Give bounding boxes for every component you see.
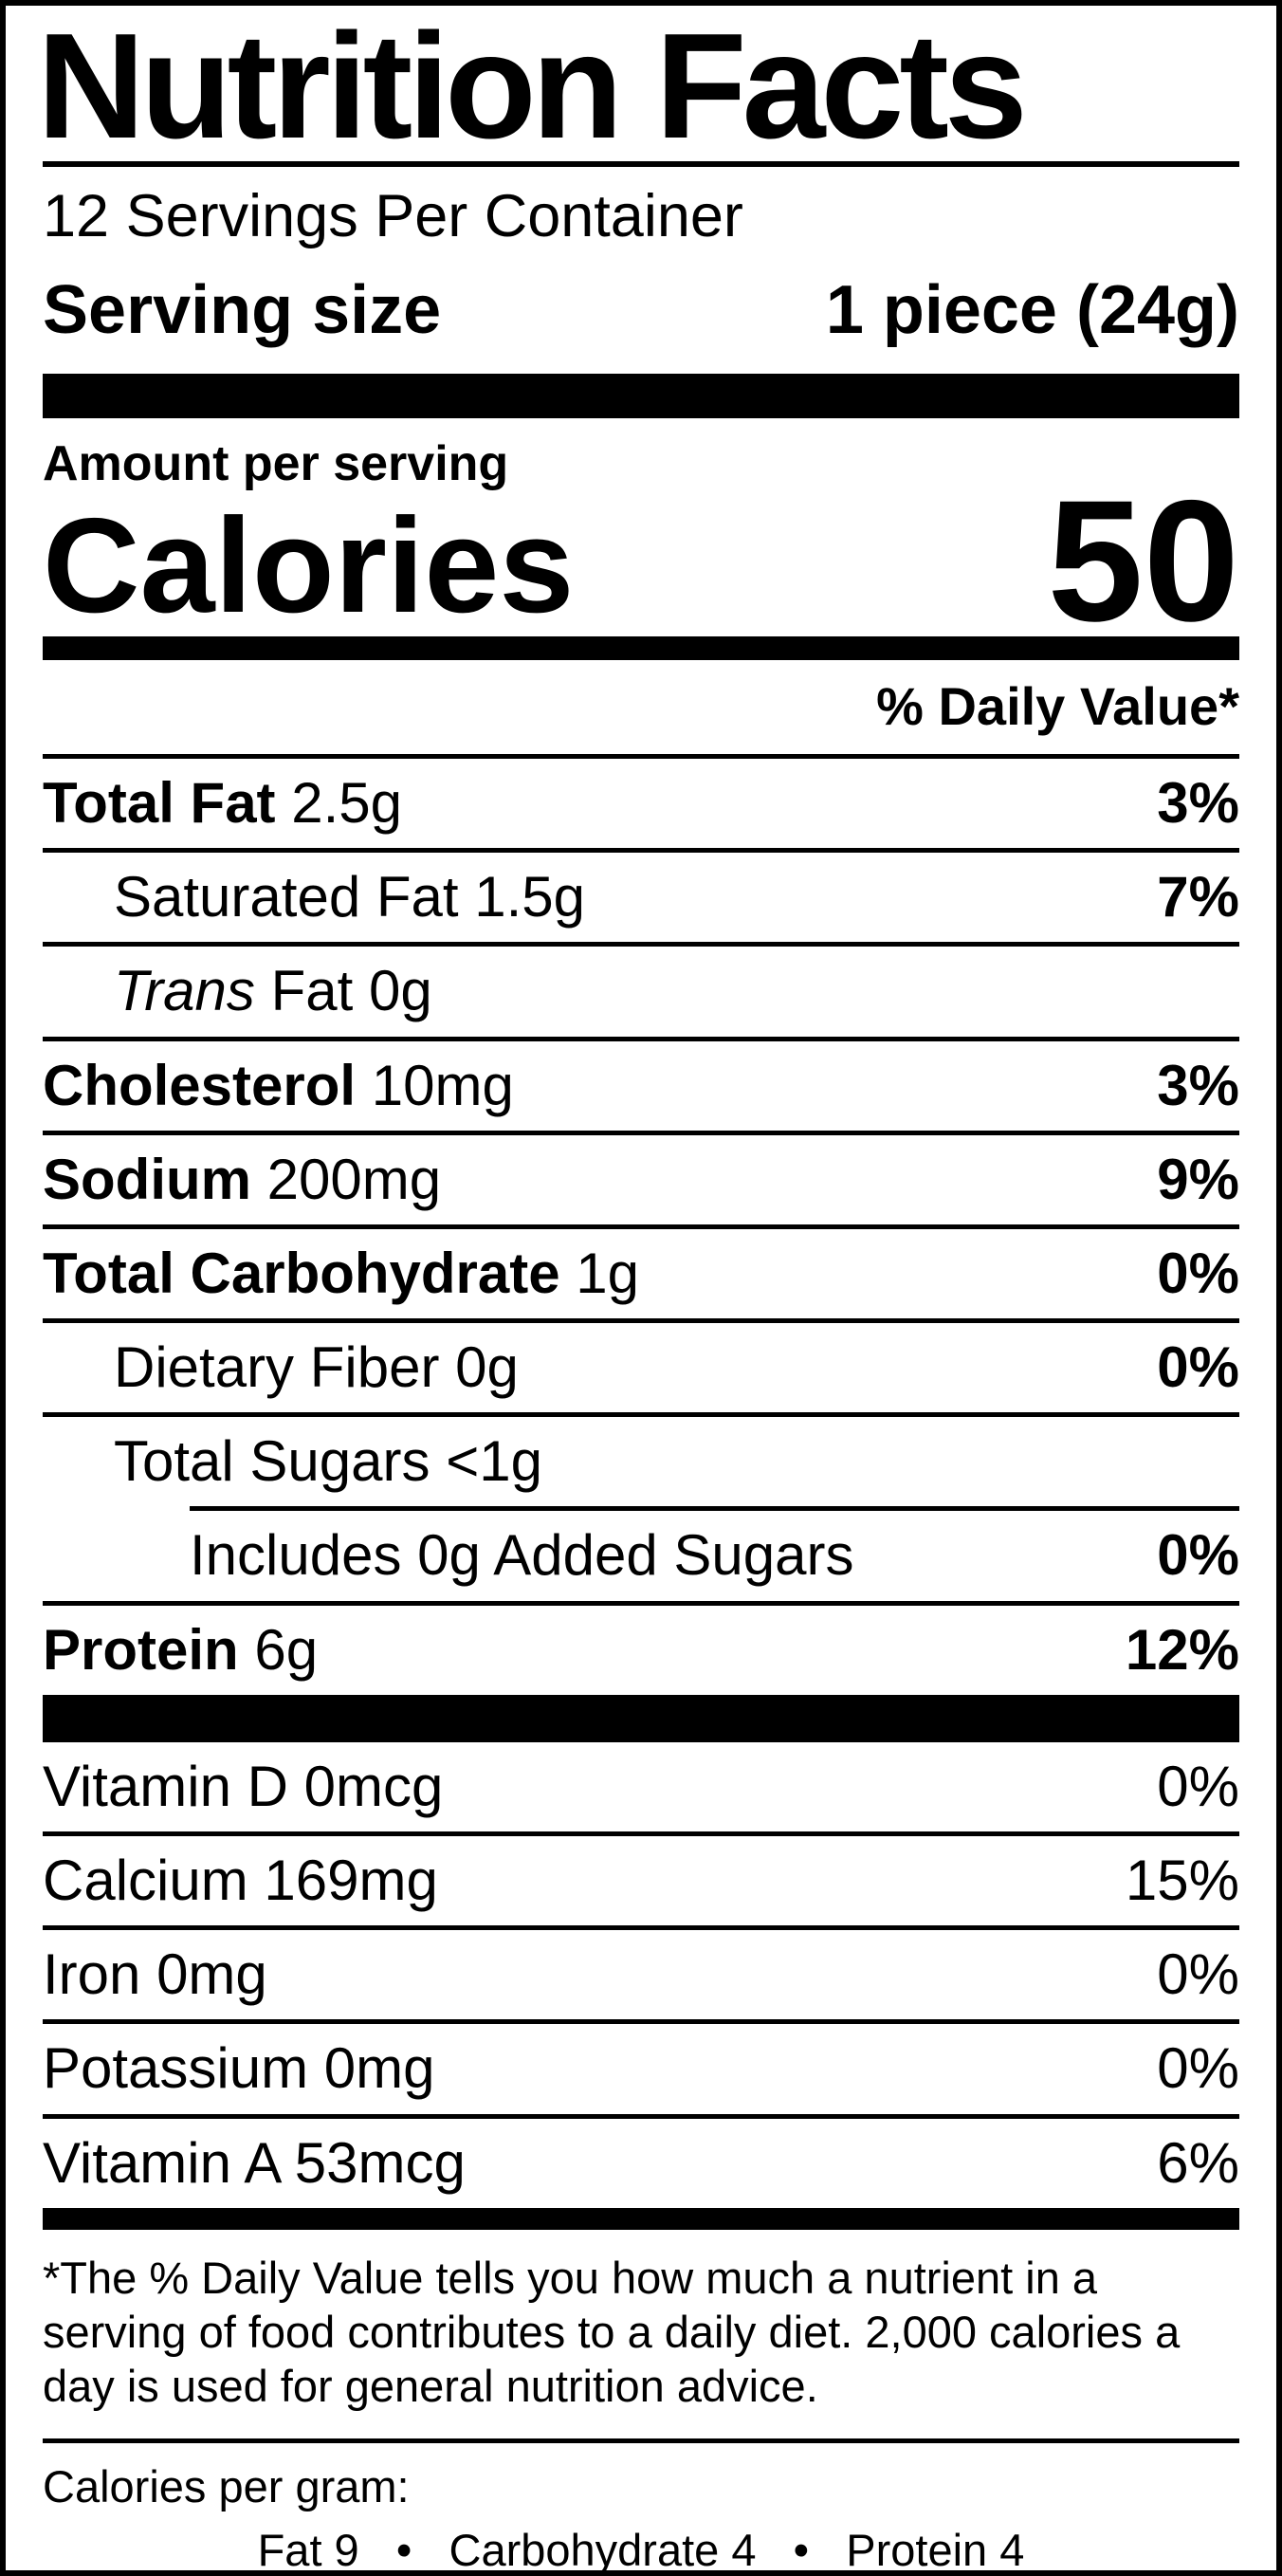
nutrient-name: Protein 6g [43, 1617, 319, 1682]
daily-value-header: % Daily Value* [876, 675, 1239, 736]
section-bar-footnote [43, 2207, 1239, 2230]
nutrient-amount: 200mg [266, 1147, 442, 1211]
calories-per-gram-section: Calories per gram: Fat 9 • Carbohydrate … [43, 2438, 1239, 2575]
nutrient-name: Sodium 200mg [43, 1147, 442, 1211]
nutrient-amount: 10mg [371, 1053, 514, 1117]
nutrient-name: Total Carbohydrate 1g [43, 1241, 640, 1305]
vitamin-row-iron: Iron 0mg 0% [43, 1925, 1239, 2019]
vitamin-name: Vitamin A 53mcg [43, 2130, 466, 2195]
nutrient-row-total-carbohydrate: Total Carbohydrate 1g 0% [43, 1224, 1239, 1318]
vitamin-dv: 6% [1157, 2130, 1239, 2195]
vitamin-row-vitamin-d: Vitamin D 0mcg 0% [43, 1742, 1239, 1831]
vitamin-amount: 0mg [156, 1942, 267, 2007]
vitamin-dv: 0% [1157, 1754, 1239, 1818]
nutrient-amount: 1g [576, 1241, 640, 1305]
nutrient-name: Cholesterol 10mg [43, 1053, 514, 1117]
nutrient-amount: 6g [254, 1617, 319, 1682]
vitamin-dv: 15% [1125, 1849, 1239, 1913]
vitamin-row-vitamin-a: Vitamin A 53mcg 6% [43, 2113, 1239, 2208]
vitamin-amount: 0mcg [303, 1754, 444, 1818]
vitamin-row-potassium: Potassium 0mg 0% [43, 2019, 1239, 2113]
nutrient-dv: 7% [1157, 865, 1239, 929]
nutrient-name: Total Sugars <1g [114, 1429, 542, 1494]
vitamin-amount: 169mg [264, 1849, 438, 1913]
nutrient-dv: 0% [1157, 1335, 1239, 1400]
vitamin-dv: 0% [1157, 1942, 1239, 2007]
page-title: Nutrition Facts [37, 3, 1028, 170]
vitamin-name: Vitamin D 0mcg [43, 1754, 444, 1818]
amount-per-serving-label: Amount per serving [43, 436, 509, 491]
divider [43, 161, 1239, 167]
nutrient-row-cholesterol: Cholesterol 10mg 3% [43, 1036, 1239, 1131]
servings-per-container: 12 Servings Per Container [43, 183, 743, 249]
nutrient-amount: <1g [446, 1429, 542, 1494]
vitamin-name: Iron 0mg [43, 1942, 267, 2007]
nutrient-row-added-sugars: Includes 0g Added Sugars 0% [190, 1506, 1239, 1600]
nutrient-row-total-fat: Total Fat 2.5g 3% [43, 753, 1239, 848]
calories-per-gram-values: Fat 9 • Carbohydrate 4 • Protein 4 [257, 2524, 1025, 2575]
calories-per-gram-label: Calories per gram: [43, 2460, 410, 2512]
nutrient-amount: 0g [368, 959, 432, 1023]
nutrient-dv: 0% [1157, 1241, 1239, 1305]
section-bar-vitamins [43, 1694, 1239, 1742]
serving-size-row: Serving size 1 piece (24g) [43, 271, 1239, 349]
nutrient-name: Total Fat 2.5g [43, 770, 402, 835]
calories-row: Calories 50 [43, 464, 1239, 657]
nutrient-dv: 3% [1157, 1053, 1239, 1117]
nutrient-row-dietary-fiber: Dietary Fiber 0g 0% [43, 1318, 1239, 1412]
vitamin-name: Potassium 0mg [43, 2036, 435, 2101]
section-bar-top [43, 374, 1239, 418]
calories-label: Calories [43, 489, 575, 641]
vitamin-row-calcium: Calcium 169mg 15% [43, 1831, 1239, 1925]
nutrient-dv: 9% [1157, 1147, 1239, 1211]
vitamin-amount: 53mcg [294, 2130, 466, 2195]
nutrient-row-sodium: Sodium 200mg 9% [43, 1130, 1239, 1224]
calories-value: 50 [1047, 464, 1239, 657]
daily-value-footnote: *The % Daily Value tells you how much a … [43, 2252, 1181, 2412]
nutrient-dv: 12% [1125, 1617, 1239, 1682]
nutrient-amount: 0g [455, 1335, 519, 1400]
nutrient-dv: 3% [1157, 770, 1239, 835]
nutrient-name: Dietary Fiber 0g [114, 1335, 519, 1400]
section-bar-calories [43, 635, 1239, 660]
vitamin-dv: 0% [1157, 2036, 1239, 2101]
serving-size-value: 1 piece (24g) [825, 272, 1239, 348]
vitamin-amount: 0mg [323, 2036, 435, 2101]
nutrient-amount: 2.5g [291, 770, 402, 835]
nutrient-name: Trans Fat 0g [114, 959, 432, 1023]
nutrient-row-protein: Protein 6g 12% [43, 1600, 1239, 1695]
nutrient-amount: 1.5g [474, 865, 585, 929]
nutrient-name: Saturated Fat 1.5g [114, 865, 585, 929]
vitamin-name: Calcium 169mg [43, 1849, 438, 1913]
nutrient-row-total-sugars: Total Sugars <1g [43, 1412, 1239, 1506]
serving-size-label: Serving size [43, 272, 442, 348]
nutrient-dv: 0% [1157, 1523, 1239, 1588]
nutrient-name: Includes 0g Added Sugars [190, 1523, 854, 1588]
nutrient-row-trans-fat: Trans Fat 0g [43, 942, 1239, 1036]
nutrient-row-saturated-fat: Saturated Fat 1.5g 7% [43, 848, 1239, 942]
